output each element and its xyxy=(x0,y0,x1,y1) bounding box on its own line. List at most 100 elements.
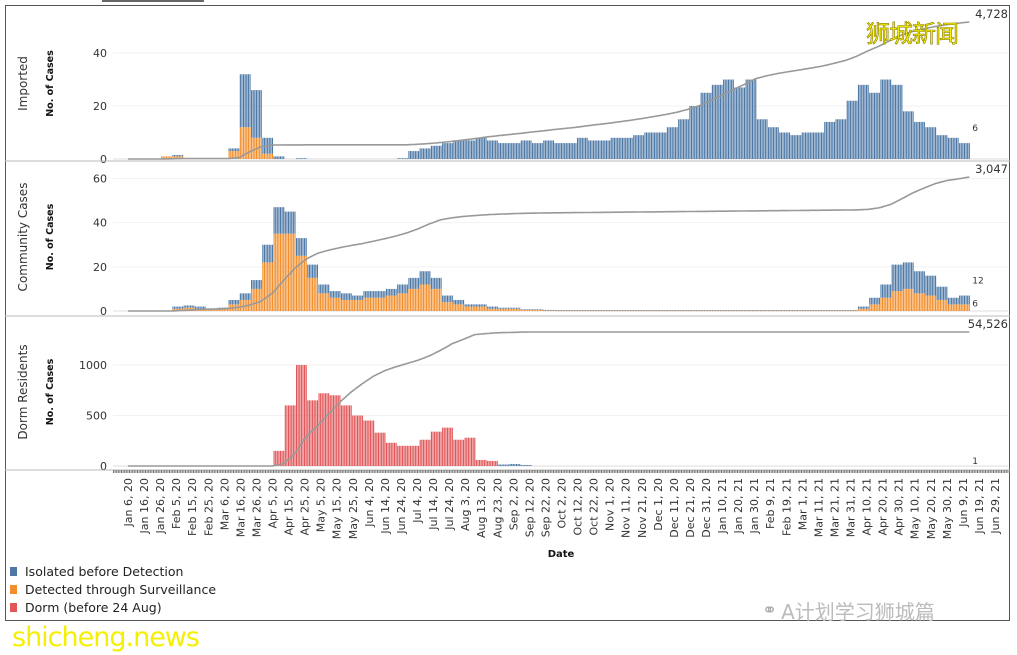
bar xyxy=(318,284,320,294)
bar xyxy=(276,156,278,159)
bar xyxy=(522,140,524,159)
bar xyxy=(530,464,532,466)
bar xyxy=(313,400,315,466)
bar xyxy=(222,308,224,311)
legend-label: Isolated before Detection xyxy=(25,563,184,579)
bar xyxy=(724,310,726,312)
bar xyxy=(243,293,245,300)
bar xyxy=(564,143,566,159)
bar xyxy=(355,415,357,466)
bar xyxy=(848,100,850,159)
bar xyxy=(599,310,601,311)
bar xyxy=(458,304,460,311)
bar xyxy=(334,291,336,298)
bar xyxy=(846,310,848,311)
bar xyxy=(845,310,847,312)
bar xyxy=(251,288,253,311)
bar xyxy=(528,309,530,310)
bar xyxy=(175,155,177,157)
bar xyxy=(560,310,563,311)
legend-item-dorm[interactable]: Dorm (before 24 Aug) xyxy=(10,598,216,616)
bar xyxy=(536,143,538,159)
bar xyxy=(193,305,195,308)
bar xyxy=(763,310,765,311)
bar xyxy=(949,304,951,311)
bar xyxy=(177,156,179,159)
bar xyxy=(440,145,442,159)
bar xyxy=(838,310,840,311)
bar xyxy=(331,291,333,298)
bar xyxy=(549,140,551,159)
bar xyxy=(615,310,617,311)
bar xyxy=(562,310,564,311)
bar xyxy=(165,156,168,159)
bar xyxy=(809,132,811,159)
bar xyxy=(853,310,855,312)
x-tick-label: Jan 6, 20 xyxy=(122,478,135,527)
bar xyxy=(869,92,871,159)
y-axis-label: No. of Cases xyxy=(45,50,56,117)
bar xyxy=(930,275,932,296)
bar xyxy=(546,309,548,311)
bar xyxy=(243,74,245,128)
bar xyxy=(830,310,832,311)
bar xyxy=(181,156,184,159)
bar xyxy=(960,295,962,305)
bar xyxy=(403,293,405,311)
bar xyxy=(947,297,949,305)
bar xyxy=(548,309,550,311)
bar xyxy=(840,119,842,159)
bar xyxy=(434,145,436,159)
bar xyxy=(782,310,784,312)
bar xyxy=(920,271,922,294)
bar xyxy=(923,271,925,294)
bar xyxy=(572,143,574,159)
bar xyxy=(202,306,205,309)
bar xyxy=(167,156,169,159)
bar xyxy=(690,310,693,312)
bar xyxy=(880,79,882,159)
bar xyxy=(854,310,856,311)
bar xyxy=(947,304,949,311)
bar xyxy=(801,310,803,312)
x-tick-label: Jul 4, 20 xyxy=(411,478,424,524)
bar xyxy=(727,79,730,159)
bar xyxy=(902,288,905,311)
bar xyxy=(273,156,275,159)
bar xyxy=(930,295,932,311)
bar xyxy=(654,132,656,159)
bar xyxy=(496,306,498,309)
bar xyxy=(241,293,243,300)
bar xyxy=(623,310,625,311)
last-bar-label: 6 xyxy=(972,299,978,309)
bar xyxy=(613,310,616,312)
bar xyxy=(583,310,585,311)
x-tick-label: May 25, 20 xyxy=(347,478,360,539)
bar xyxy=(520,140,522,159)
bar xyxy=(710,310,712,312)
bar xyxy=(946,299,948,311)
bar xyxy=(523,309,526,310)
bar xyxy=(548,310,550,311)
bar xyxy=(862,84,864,159)
bar xyxy=(511,143,513,159)
bar xyxy=(356,299,359,311)
legend-item-isolated[interactable]: Isolated before Detection xyxy=(10,562,216,580)
bar xyxy=(914,293,916,311)
bar xyxy=(257,90,259,138)
bar xyxy=(698,310,701,312)
bar xyxy=(620,310,622,312)
panel-title: Dorm Residents xyxy=(16,344,30,439)
bar xyxy=(899,291,901,311)
bar xyxy=(243,299,245,311)
legend-item-surveillance[interactable]: Detected through Surveillance xyxy=(10,580,216,598)
bar xyxy=(785,310,787,312)
bar xyxy=(731,310,733,312)
x-tick-label: Jul 24, 20 xyxy=(443,478,456,531)
bar xyxy=(827,121,829,159)
bar xyxy=(609,310,611,311)
bar xyxy=(365,291,367,298)
bar xyxy=(512,463,514,466)
bar xyxy=(829,310,831,311)
bar xyxy=(161,156,163,159)
